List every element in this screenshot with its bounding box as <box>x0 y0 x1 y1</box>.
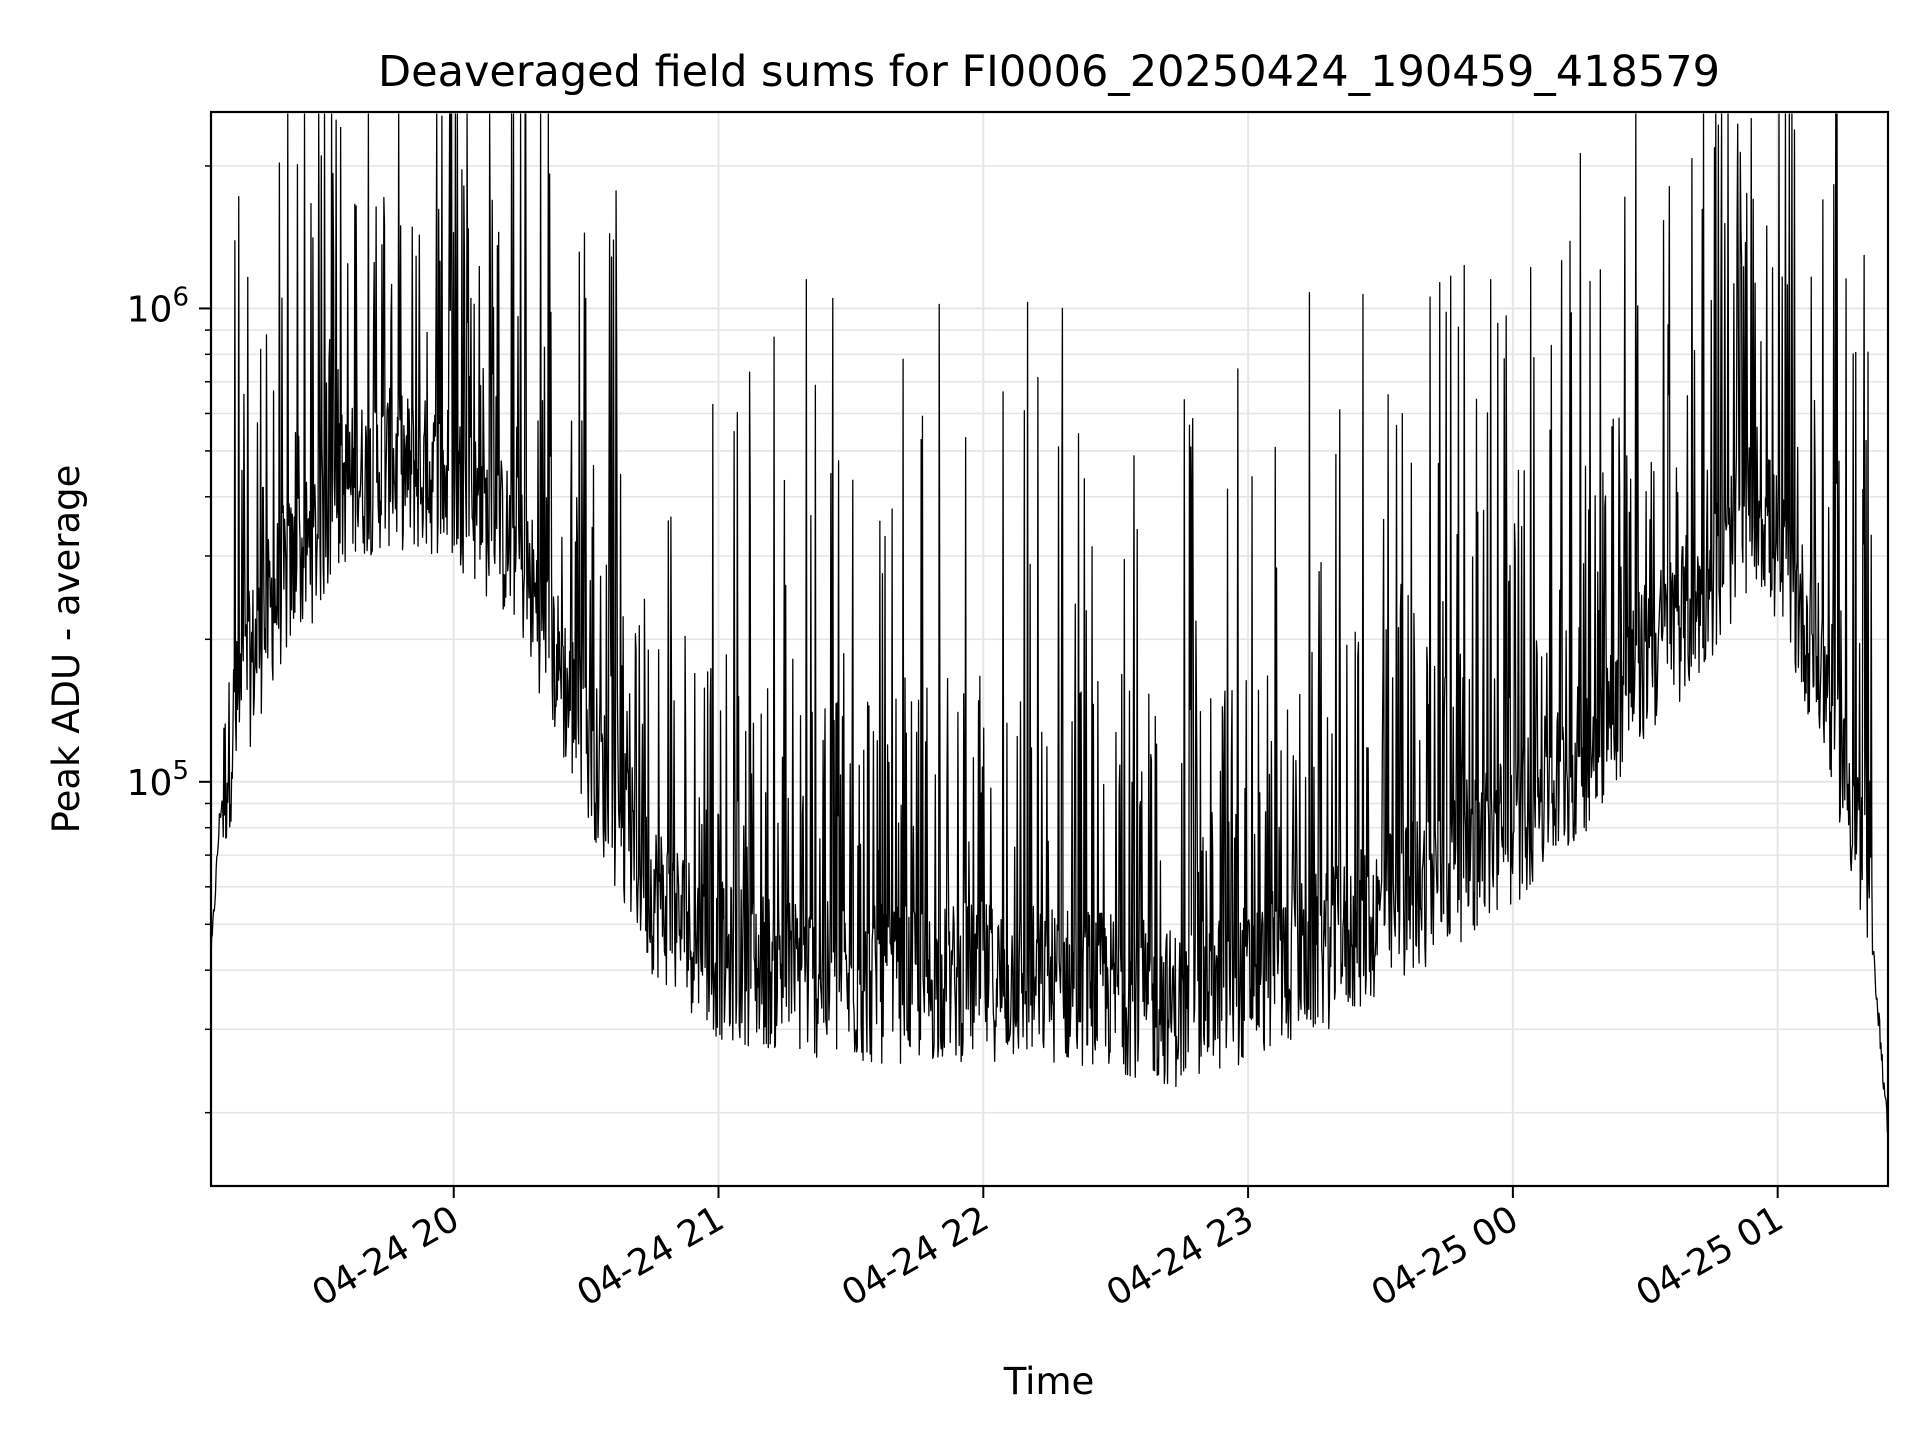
x-tick-label: 04-24 22 <box>835 1198 996 1314</box>
plot-frame <box>209 110 1890 1188</box>
x-axis-label: Time <box>1003 1360 1095 1403</box>
series-line <box>210 113 1889 1133</box>
x-tick-label: 04-24 21 <box>570 1198 731 1314</box>
x-tick-label: 04-25 00 <box>1365 1198 1526 1314</box>
y-axis-label: Peak ADU - average <box>45 465 88 834</box>
y-tick-label: 106 <box>127 282 189 330</box>
y-axis: 105 106 <box>127 165 211 1114</box>
chart-title: Deaveraged field sums for FI0006_2025042… <box>378 47 1720 97</box>
x-tick-label: 04-24 23 <box>1100 1198 1261 1314</box>
x-axis: 04-24 20 04-24 21 04-24 22 04-24 23 04-25 00… <box>306 1186 1790 1315</box>
plot-area <box>210 113 1889 1133</box>
grid <box>211 112 1888 1186</box>
y-tick-label: 105 <box>127 756 189 804</box>
x-tick-label: 04-25 01 <box>1629 1198 1790 1314</box>
x-tick-label: 04-24 20 <box>306 1198 467 1314</box>
